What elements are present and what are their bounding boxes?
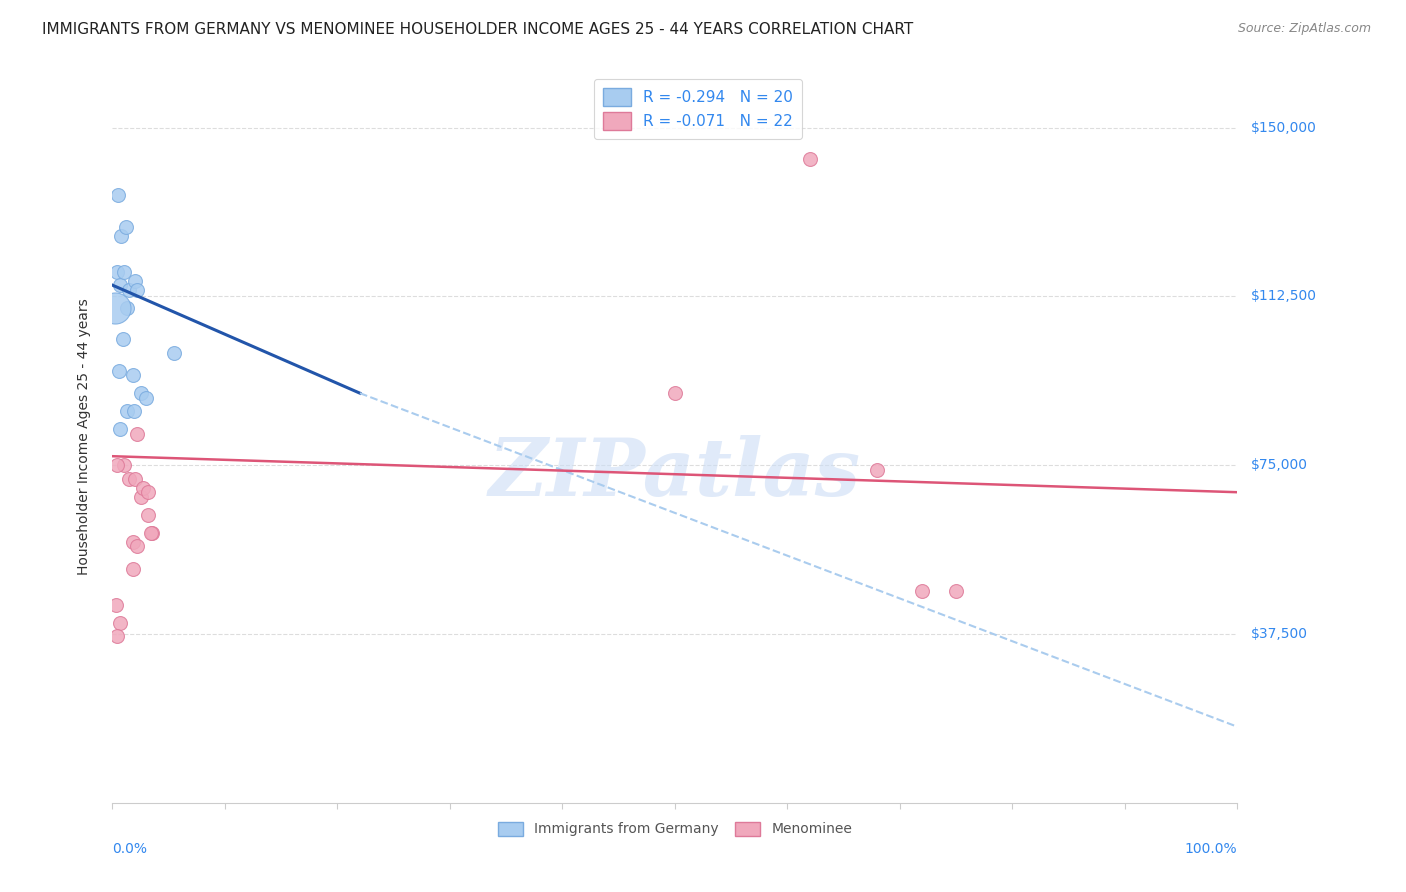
Legend: Immigrants from Germany, Menominee: Immigrants from Germany, Menominee xyxy=(491,814,859,844)
Point xyxy=(138,485,160,500)
Point xyxy=(945,584,967,599)
Point xyxy=(122,404,145,418)
Point xyxy=(118,283,141,297)
Point xyxy=(141,525,163,540)
Point xyxy=(138,508,160,522)
Text: 0.0%: 0.0% xyxy=(112,842,148,855)
Point xyxy=(121,368,143,383)
Y-axis label: Householder Income Ages 25 - 44 years: Householder Income Ages 25 - 44 years xyxy=(77,299,91,575)
Point xyxy=(118,472,141,486)
Point xyxy=(108,364,131,378)
Text: $112,500: $112,500 xyxy=(1251,289,1317,303)
Point xyxy=(664,386,686,401)
Point xyxy=(104,598,127,612)
Point xyxy=(139,525,162,540)
Point xyxy=(163,345,186,359)
Point xyxy=(107,188,129,202)
Point xyxy=(110,278,132,293)
Point xyxy=(129,386,152,401)
Point xyxy=(110,422,132,436)
Text: IMMIGRANTS FROM GERMANY VS MENOMINEE HOUSEHOLDER INCOME AGES 25 - 44 YEARS CORRE: IMMIGRANTS FROM GERMANY VS MENOMINEE HOU… xyxy=(42,22,914,37)
Point xyxy=(104,301,127,315)
Text: $75,000: $75,000 xyxy=(1251,458,1308,472)
Point xyxy=(105,458,128,473)
Point xyxy=(121,534,143,549)
Point xyxy=(110,615,132,630)
Point xyxy=(124,472,146,486)
Point xyxy=(127,426,149,441)
Point xyxy=(132,481,155,495)
Point xyxy=(799,152,821,166)
Point xyxy=(127,283,149,297)
Point xyxy=(110,228,132,243)
Point xyxy=(105,265,128,279)
Point xyxy=(124,274,146,288)
Point xyxy=(105,629,128,643)
Text: 100.0%: 100.0% xyxy=(1185,842,1237,855)
Point xyxy=(135,391,157,405)
Point xyxy=(911,584,934,599)
Text: Source: ZipAtlas.com: Source: ZipAtlas.com xyxy=(1237,22,1371,36)
Text: $37,500: $37,500 xyxy=(1251,627,1308,641)
Point xyxy=(112,458,135,473)
Point xyxy=(121,562,143,576)
Point xyxy=(866,463,889,477)
Text: $150,000: $150,000 xyxy=(1251,120,1317,135)
Point xyxy=(115,219,138,234)
Point xyxy=(115,404,138,418)
Text: ZIPatlas: ZIPatlas xyxy=(489,435,860,512)
Point xyxy=(127,539,149,553)
Point xyxy=(129,490,152,504)
Point xyxy=(112,265,135,279)
Point xyxy=(111,332,134,346)
Point xyxy=(115,301,138,315)
